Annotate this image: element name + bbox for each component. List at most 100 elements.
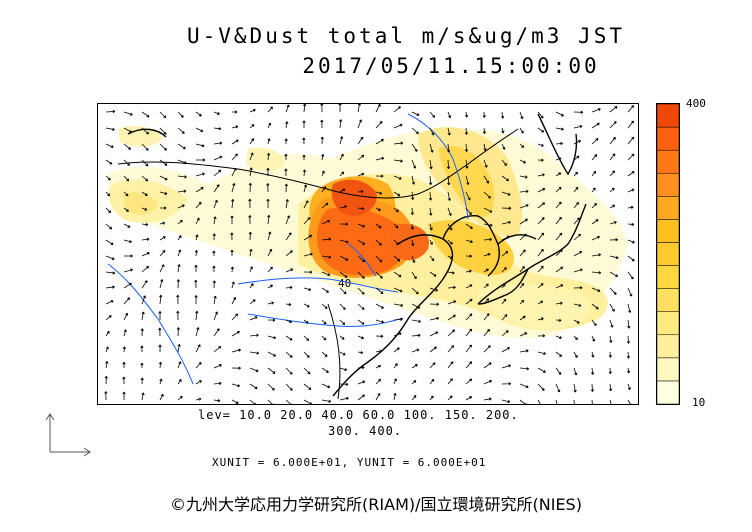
- wind-arrow: [447, 395, 453, 401]
- wind-arrow: [501, 330, 509, 337]
- wind-arrow: [285, 351, 293, 358]
- wind-arrow: [249, 316, 258, 321]
- wind-arrow: [176, 310, 180, 321]
- wind-arrow: [303, 184, 308, 193]
- wind-arrow: [123, 175, 130, 182]
- wind-arrow: [393, 159, 403, 163]
- wind-arrow: [321, 255, 332, 259]
- wind-arrow: [375, 191, 383, 195]
- wind-arrow: [339, 319, 346, 325]
- wind-arrow: [213, 141, 223, 145]
- wind-arrow: [141, 280, 148, 289]
- wind-arrow: [105, 159, 113, 165]
- wind-arrow: [519, 332, 528, 337]
- wind-arrow: [357, 207, 365, 211]
- wind-arrow: [573, 251, 583, 257]
- wind-arrow: [537, 351, 546, 356]
- wind-arrow: [375, 174, 384, 178]
- wind-arrow: [284, 153, 288, 161]
- wind-arrow: [321, 383, 331, 389]
- wind-arrow: [177, 235, 182, 241]
- wind-arrow: [375, 378, 382, 385]
- wind-arrow: [141, 237, 150, 241]
- wind-arrow: [105, 239, 114, 245]
- wind-arrow: [213, 127, 222, 131]
- wind-arrow: [177, 204, 185, 209]
- wind-arrow: [393, 363, 398, 369]
- wind-arrow: [537, 111, 544, 119]
- wind-arrow: [519, 299, 525, 305]
- wind-arrow: [267, 367, 276, 374]
- wind-arrow: [105, 285, 115, 289]
- wind-arrow: [285, 319, 293, 324]
- wind-arrow: [249, 367, 259, 373]
- wind-arrow: [357, 380, 366, 385]
- wind-arrow: [303, 319, 309, 324]
- wind-arrow: [195, 310, 199, 321]
- wind-arrow: [375, 287, 384, 294]
- wind-arrow: [501, 191, 511, 196]
- wind-arrow: [177, 143, 186, 150]
- wind-arrow: [627, 287, 633, 297]
- wind-arrow: [357, 136, 364, 145]
- wind-arrow: [213, 295, 217, 305]
- wind-arrow: [573, 171, 578, 177]
- wind-arrow: [122, 391, 126, 401]
- wind-arrow: [537, 217, 545, 225]
- wind-arrow: [609, 106, 618, 113]
- wind-arrow: [285, 215, 291, 225]
- wind-arrow: [591, 235, 600, 241]
- wind-arrow: [627, 171, 635, 177]
- wind-arrow: [465, 239, 473, 244]
- wind-arrow: [230, 249, 234, 257]
- wind-arrow: [159, 191, 168, 195]
- wind-arrow: [195, 158, 206, 162]
- colorbar-scale: [656, 103, 680, 405]
- wind-arrow: [249, 167, 253, 177]
- copyright-credit: ©九州大学応用力学研究所(RIAM)/国立環境研究所(NIES): [170, 495, 582, 514]
- wind-arrow: [465, 269, 472, 273]
- wind-arrow: [519, 266, 525, 273]
- wind-arrow: [573, 233, 582, 241]
- wind-arrow: [375, 104, 381, 113]
- wind-arrow: [339, 153, 344, 161]
- wind-arrow: [267, 383, 275, 391]
- wind-arrow: [140, 328, 144, 337]
- wind-arrow: [285, 268, 294, 273]
- wind-arrow: [573, 383, 577, 393]
- wind-arrow: [339, 222, 349, 226]
- wind-arrow: [393, 332, 402, 337]
- wind-arrow: [483, 397, 492, 401]
- wind-arrow: [231, 125, 239, 129]
- wind-arrow: [411, 143, 418, 152]
- wind-arrow: [285, 335, 293, 341]
- wind-arrow: [159, 111, 167, 119]
- wind-arrow: [573, 110, 584, 114]
- wind-arrow: [123, 111, 133, 116]
- wind-arrow: [483, 298, 490, 305]
- wind-arrow: [375, 303, 384, 309]
- wind-arrow: [303, 383, 312, 390]
- dust-concentration-layer: [108, 125, 628, 339]
- wind-arrow: [339, 136, 344, 145]
- wind-arrow: [123, 254, 133, 258]
- wind-arrow: [537, 127, 545, 133]
- wind-arrow: [159, 393, 164, 401]
- wind-arrow: [231, 383, 241, 388]
- wind-arrow: [158, 344, 162, 353]
- wind-arrow: [573, 268, 583, 273]
- wind-arrow: [105, 361, 109, 369]
- wind-arrow: [591, 399, 593, 404]
- wind-arrow: [411, 271, 417, 280]
- wind-arrow: [483, 223, 493, 227]
- wind-arrow: [537, 143, 544, 147]
- wind-arrow: [123, 127, 133, 133]
- wind-arrow: [465, 191, 471, 201]
- wind-arrow: [105, 191, 111, 197]
- wind-arrow: [537, 202, 546, 209]
- wind-arrow: [213, 311, 219, 321]
- wind-arrow: [375, 120, 383, 129]
- wind-arrow: [357, 319, 365, 325]
- wind-arrow: [465, 175, 470, 185]
- wind-arrow: [357, 223, 366, 228]
